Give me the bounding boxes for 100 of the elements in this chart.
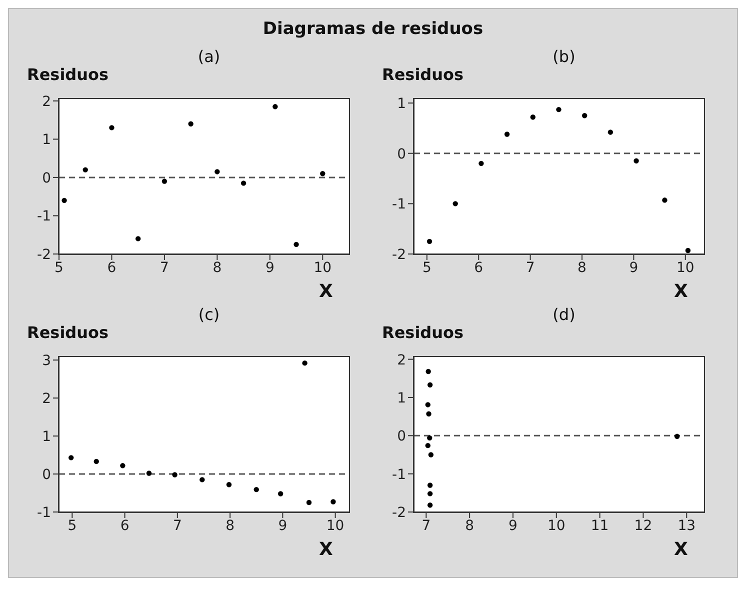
x-tick-label: 10 bbox=[326, 518, 344, 534]
x-tick-label: 8 bbox=[578, 260, 586, 276]
point bbox=[62, 198, 67, 204]
point bbox=[188, 121, 194, 126]
y-axis-title: Residuos bbox=[382, 65, 464, 84]
point bbox=[162, 178, 168, 184]
y-tick-label: 1 bbox=[397, 390, 406, 406]
y-tick-label: 1 bbox=[42, 428, 51, 445]
y-tick-label: 0 bbox=[42, 466, 51, 483]
x-tick-label: 5 bbox=[68, 518, 77, 534]
point bbox=[109, 125, 114, 130]
point bbox=[427, 502, 433, 508]
point bbox=[82, 167, 88, 172]
y-tick-label: 1 bbox=[42, 132, 51, 148]
y-tick-label: -2 bbox=[392, 504, 406, 521]
x-tick-label: 6 bbox=[107, 260, 116, 276]
x-tick-label: 10 bbox=[676, 260, 694, 276]
y-tick-label: -1 bbox=[37, 208, 51, 225]
x-axis-title: X bbox=[674, 281, 688, 302]
y-tick-label: 2 bbox=[397, 352, 406, 368]
point bbox=[320, 171, 326, 176]
point bbox=[427, 435, 432, 441]
point bbox=[608, 130, 614, 135]
x-tick-label: 12 bbox=[634, 518, 652, 534]
x-tick-label: 5 bbox=[422, 260, 432, 276]
y-tick-label: -2 bbox=[392, 246, 406, 263]
point bbox=[426, 368, 431, 374]
chart-subtitle: (d) bbox=[552, 305, 576, 324]
point bbox=[278, 491, 284, 496]
point bbox=[330, 499, 336, 504]
point bbox=[302, 360, 308, 366]
point bbox=[582, 113, 588, 118]
point bbox=[425, 442, 430, 448]
point bbox=[272, 104, 278, 110]
x-tick-label: 11 bbox=[590, 518, 609, 534]
x-tick-label: 6 bbox=[474, 260, 484, 276]
point bbox=[685, 248, 691, 254]
point bbox=[146, 470, 152, 476]
point bbox=[120, 463, 126, 468]
y-tick-label: 2 bbox=[42, 391, 51, 407]
point bbox=[172, 472, 178, 478]
x-tick-label: 9 bbox=[278, 518, 288, 534]
x-tick-label: 6 bbox=[120, 518, 130, 534]
x-tick-label: 8 bbox=[465, 518, 474, 534]
point bbox=[226, 482, 232, 488]
point bbox=[135, 236, 141, 242]
point bbox=[452, 201, 458, 206]
point bbox=[662, 198, 668, 203]
y-tick-label: -2 bbox=[37, 246, 51, 263]
x-tick-label: 9 bbox=[508, 518, 518, 534]
point bbox=[427, 491, 433, 496]
x-tick-label: 10 bbox=[547, 518, 566, 534]
point bbox=[427, 482, 433, 488]
point bbox=[634, 158, 639, 164]
y-tick-label: 1 bbox=[397, 96, 406, 112]
point bbox=[294, 242, 299, 248]
x-axis-title: X bbox=[674, 539, 688, 560]
point bbox=[426, 411, 432, 416]
point bbox=[240, 180, 246, 186]
y-tick-label: 0 bbox=[397, 428, 406, 445]
y-tick-label: 0 bbox=[397, 146, 406, 162]
y-tick-label: 3 bbox=[42, 353, 51, 370]
x-tick-label: 13 bbox=[678, 518, 696, 534]
point bbox=[306, 500, 312, 506]
point bbox=[427, 382, 433, 388]
y-axis-title: Residuos bbox=[27, 323, 109, 342]
point bbox=[478, 160, 484, 166]
point bbox=[556, 106, 562, 112]
point bbox=[504, 132, 510, 137]
point bbox=[428, 452, 434, 458]
y-tick-label: -1 bbox=[392, 196, 406, 213]
chart-subtitle: (a) bbox=[196, 47, 222, 66]
x-axis-title: X bbox=[319, 539, 333, 560]
x-tick-label: 10 bbox=[314, 260, 332, 276]
chart-title: Diagramas de residuos bbox=[262, 19, 484, 41]
y-tick-label: -1 bbox=[392, 466, 406, 483]
point bbox=[674, 434, 680, 440]
point bbox=[530, 114, 536, 120]
x-tick-label: 9 bbox=[629, 260, 638, 276]
x-tick-label: 5 bbox=[54, 260, 64, 276]
y-tick-label: -1 bbox=[37, 504, 51, 521]
point bbox=[68, 455, 74, 460]
y-axis-title: Residuos bbox=[382, 323, 464, 342]
x-tick-label: 7 bbox=[422, 518, 431, 534]
y-tick-label: 0 bbox=[42, 170, 51, 186]
point bbox=[425, 402, 430, 408]
y-tick-label: 2 bbox=[42, 94, 51, 110]
x-tick-label: 7 bbox=[526, 260, 535, 276]
x-tick-label: 8 bbox=[212, 260, 222, 276]
point bbox=[214, 169, 220, 174]
point bbox=[426, 238, 432, 244]
chart-subtitle: (c) bbox=[197, 305, 221, 324]
x-tick-label: 8 bbox=[226, 518, 235, 534]
x-tick-label: 7 bbox=[160, 260, 169, 276]
x-axis-title: X bbox=[319, 281, 333, 302]
x-tick-label: 9 bbox=[265, 260, 274, 276]
point bbox=[254, 486, 259, 492]
y-axis-title: Residuos bbox=[27, 65, 109, 84]
x-tick-label: 7 bbox=[172, 518, 182, 534]
point bbox=[200, 477, 205, 482]
